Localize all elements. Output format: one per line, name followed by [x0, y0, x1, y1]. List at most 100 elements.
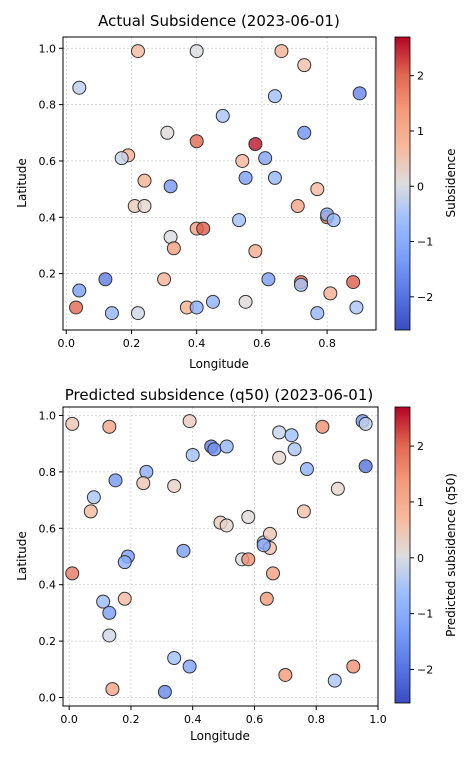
colorbar-tick-label: 2 [417, 440, 424, 453]
data-point [207, 442, 222, 457]
data-point [114, 151, 129, 166]
x-tick-label: 0.2 [122, 713, 140, 726]
colorbar-label: Predicted subsidence (q50) [444, 473, 458, 637]
data-point [166, 241, 181, 256]
y-tick-label: 0.6 [39, 522, 57, 535]
x-tick-label: 0.6 [246, 713, 264, 726]
actual-subsidence-chart: Actual Subsidence (2023-06-01) 0.0 0.2 0.4… [15, 12, 458, 371]
data-point [102, 419, 117, 434]
data-point [310, 306, 325, 321]
colorbar-tick-label: 0 [417, 552, 424, 565]
colorbar-ticks: −2 −1 0 1 2 [410, 440, 433, 676]
data-point [108, 473, 123, 488]
data-point [157, 684, 172, 699]
data-point [346, 275, 361, 290]
y-ticks: 0.0 0.2 0.4 0.6 0.8 1.0 [39, 409, 63, 705]
x-tick-label: 0.4 [184, 713, 202, 726]
data-point [189, 44, 204, 59]
data-point [272, 450, 287, 465]
data-point [326, 213, 341, 228]
data-point [137, 199, 152, 214]
colorbar-ticks: −2 −1 0 1 2 [410, 70, 433, 304]
data-point [299, 462, 314, 477]
data-point [290, 199, 305, 214]
data-point [104, 306, 119, 321]
data-point [136, 476, 151, 491]
colorbar-tick-label: 1 [417, 125, 424, 138]
data-point [189, 134, 204, 149]
plot-frame [62, 406, 379, 707]
data-point [310, 182, 325, 197]
predicted-subsidence-chart: Predicted subsidence (q50) (2023-06-01) … [15, 386, 458, 743]
data-point [72, 80, 87, 95]
data-point [86, 490, 101, 505]
y-tick-label: 0.4 [39, 579, 57, 592]
data-point [297, 58, 312, 73]
data-point [296, 504, 311, 519]
data-point [219, 518, 234, 533]
y-tick-label: 0.2 [39, 635, 57, 648]
data-point [272, 425, 287, 440]
colorbar-tick-label: −1 [417, 236, 433, 249]
data-point [346, 659, 361, 674]
data-point [330, 481, 345, 496]
x-ticks: 0.0 0.2 0.4 0.6 0.8 [58, 330, 336, 350]
x-tick-label: 0.2 [123, 337, 141, 350]
data-point [117, 555, 132, 570]
data-point [130, 44, 145, 59]
data-point [248, 244, 263, 259]
colorbar-tick-label: 2 [417, 70, 424, 83]
colorbar-tick-label: 0 [417, 180, 424, 193]
data-point [259, 591, 274, 606]
colorbar-tick-label: 1 [417, 496, 424, 509]
data-point [287, 442, 302, 457]
data-point [294, 277, 309, 292]
data-point [98, 272, 113, 287]
plot-frame [62, 36, 377, 331]
data-point [315, 419, 330, 434]
y-tick-label: 0.6 [39, 155, 57, 168]
y-tick-label: 1.0 [39, 409, 57, 422]
data-point [358, 459, 373, 474]
data-point [267, 170, 282, 185]
data-point [284, 428, 299, 443]
x-axis-label: Longitude [190, 729, 250, 743]
x-ticks: 0.0 0.2 0.4 0.6 0.8 1.0 [60, 706, 387, 726]
data-point [65, 416, 80, 431]
data-point [248, 137, 263, 152]
x-tick-label: 0.6 [253, 337, 271, 350]
x-tick-label: 0.4 [188, 337, 206, 350]
data-point [241, 552, 256, 567]
colorbar: −2 −1 0 1 2 Predicted subsidence (q50) [394, 406, 458, 704]
chart-title: Actual Subsidence (2023-06-01) [98, 12, 340, 30]
y-tick-label: 0.8 [39, 466, 57, 479]
data-point [349, 300, 364, 315]
data-point [297, 125, 312, 140]
data-point [205, 294, 220, 309]
data-point [160, 125, 175, 140]
data-point [278, 667, 293, 682]
data-point [157, 272, 172, 287]
data-point [196, 221, 211, 236]
data-point [185, 447, 200, 462]
y-ticks: 0.2 0.4 0.6 0.8 1.0 [39, 42, 63, 281]
data-point [96, 594, 111, 609]
colorbar-gradient [394, 36, 411, 331]
y-tick-label: 0.8 [39, 99, 57, 112]
colorbar: −2 −1 0 1 2 Subsidence [394, 36, 458, 331]
data-point [130, 306, 145, 321]
x-tick-label: 0.8 [307, 713, 325, 726]
data-point [327, 673, 342, 688]
plot-points [69, 44, 367, 321]
colorbar-tick-label: −2 [417, 663, 433, 676]
data-point [72, 283, 87, 298]
data-point [258, 151, 273, 166]
data-point [163, 179, 178, 194]
x-axis-label: Longitude [189, 357, 249, 371]
data-point [69, 300, 84, 315]
x-tick-label: 0.0 [58, 337, 76, 350]
y-tick-label: 1.0 [39, 42, 57, 55]
data-point [117, 591, 132, 606]
data-point [189, 300, 204, 315]
